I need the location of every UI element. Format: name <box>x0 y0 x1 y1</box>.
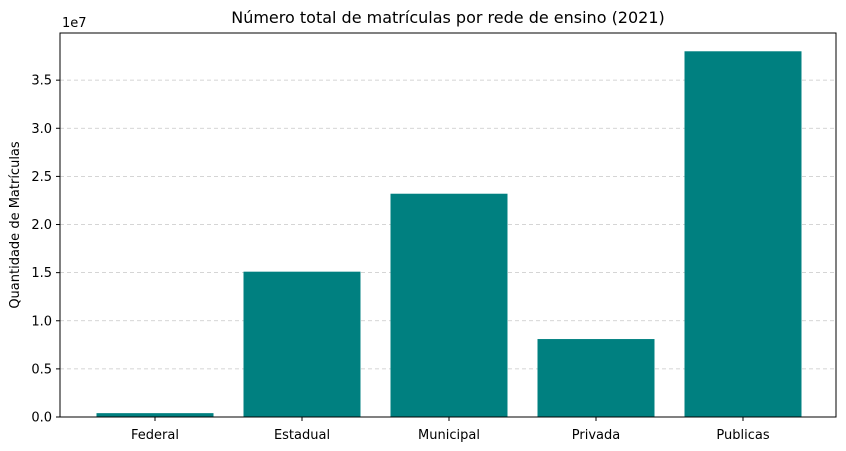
y-tick-label: 1.0 <box>31 314 52 329</box>
y-tick-label: 3.5 <box>31 74 52 89</box>
x-tick-label: Municipal <box>418 428 480 443</box>
y-axis-ticks: 0.0 0.5 1.0 1.5 2.0 2.5 3.0 3.5 <box>31 74 60 426</box>
x-tick-label: Federal <box>131 428 179 443</box>
bars <box>96 51 802 418</box>
y-axis-label: Quantidade de Matrículas <box>8 141 23 309</box>
bar-federal <box>96 413 214 417</box>
x-axis-ticks: Federal Estadual Municipal Privada Publicas <box>131 417 770 443</box>
x-tick-label: Privada <box>572 428 620 443</box>
y-tick-label: 0.0 <box>31 411 52 426</box>
y-axis-offset-label: 1e7 <box>62 16 87 31</box>
y-tick-label: 0.5 <box>31 362 52 377</box>
bar-municipal <box>390 193 508 417</box>
x-tick-label: Estadual <box>274 428 330 443</box>
chart-title: Número total de matrículas por rede de e… <box>231 8 665 27</box>
bar-publicas <box>684 51 802 418</box>
bar-estadual <box>243 271 361 417</box>
y-tick-label: 3.0 <box>31 122 52 137</box>
y-tick-label: 1.5 <box>31 266 52 281</box>
y-tick-label: 2.5 <box>31 170 52 185</box>
bar-privada <box>537 339 655 417</box>
x-tick-label: Publicas <box>716 428 769 443</box>
y-tick-label: 2.0 <box>31 218 52 233</box>
